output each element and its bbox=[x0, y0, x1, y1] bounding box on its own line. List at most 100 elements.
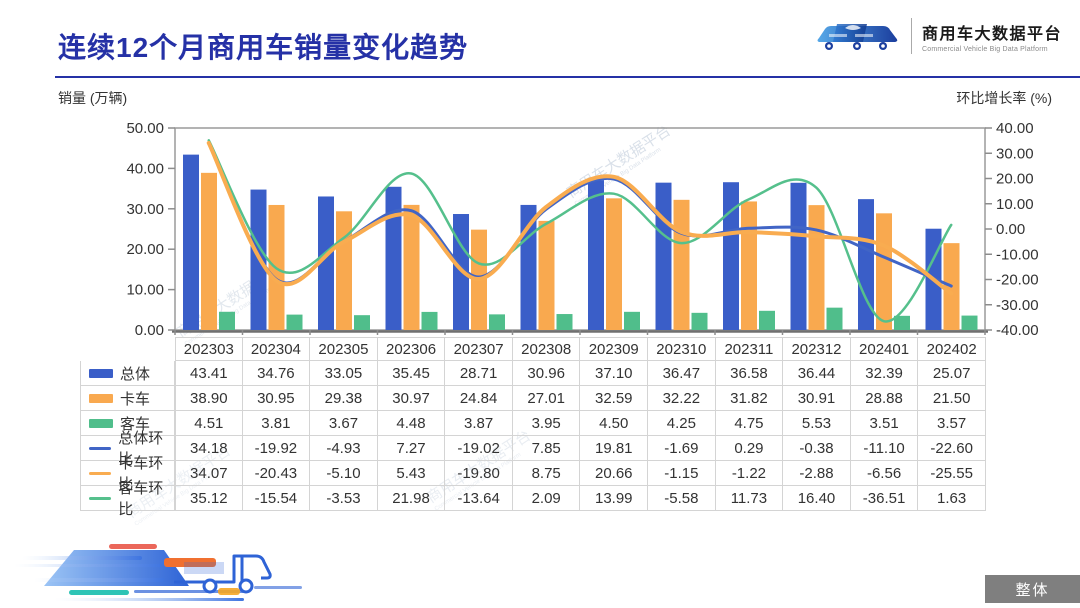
legend-cell: 卡车 bbox=[80, 386, 175, 411]
month-header-cell: 202307 bbox=[445, 337, 513, 361]
value-cell: -5.58 bbox=[648, 486, 716, 511]
svg-text:10.00: 10.00 bbox=[126, 282, 164, 299]
bar-客车-202402 bbox=[961, 315, 978, 330]
value-cell: 38.90 bbox=[175, 386, 243, 411]
bar-卡车-202312 bbox=[808, 205, 825, 330]
value-cell: 3.95 bbox=[512, 411, 581, 436]
value-cell: 5.53 bbox=[783, 411, 851, 436]
value-cell: 34.18 bbox=[175, 436, 243, 461]
legend-cell: 卡车环比 bbox=[80, 455, 175, 493]
month-header-cell: 202308 bbox=[512, 337, 581, 361]
bar-总体-202309 bbox=[588, 180, 604, 330]
value-cell: 34.76 bbox=[242, 361, 311, 386]
bar-客车-202310 bbox=[691, 312, 708, 330]
value-cell: -1.22 bbox=[715, 461, 784, 486]
svg-text:30.00: 30.00 bbox=[996, 145, 1034, 162]
value-cell: 36.44 bbox=[783, 361, 851, 386]
bar-客车-202306 bbox=[421, 311, 438, 330]
table-row-总体: 总体 43.41 34.76 33.05 35.45 28.71 30.96 37.10 36… bbox=[80, 361, 986, 386]
page-title: 连续12个月商用车销量变化趋势 bbox=[58, 32, 469, 63]
bar-总体-202310 bbox=[655, 182, 672, 330]
bar-卡车-202308 bbox=[538, 220, 555, 330]
value-cell: -1.69 bbox=[648, 436, 716, 461]
value-cell: 43.41 bbox=[175, 361, 243, 386]
brand-name-cn: 商用车大数据平台 bbox=[921, 25, 1062, 43]
value-cell: 29.38 bbox=[310, 386, 378, 411]
bar-卡车-202309 bbox=[606, 198, 622, 330]
svg-text:30.00: 30.00 bbox=[126, 201, 164, 218]
overall-tab-button[interactable]: 整体 bbox=[985, 575, 1080, 603]
value-cell: -22.60 bbox=[918, 436, 986, 461]
table-row-卡车环比: 卡车环比 34.07 -20.43 -5.10 5.43 -19.80 8.75 20.66… bbox=[80, 455, 986, 493]
data-table: 202303 202304 202305 202306 202307 202308 2023… bbox=[80, 337, 986, 518]
value-cell: -25.55 bbox=[918, 461, 986, 486]
table-row-卡车: 卡车 38.90 30.95 29.38 30.97 24.84 27.01 32.59 32… bbox=[80, 386, 986, 411]
svg-text:40.00: 40.00 bbox=[126, 160, 164, 177]
month-header-cell: 202310 bbox=[648, 337, 716, 361]
value-cell: -19.80 bbox=[445, 461, 513, 486]
bar-总体-202308 bbox=[520, 204, 537, 330]
svg-text:-20.00: -20.00 bbox=[996, 272, 1039, 289]
value-cell: 19.81 bbox=[580, 436, 649, 461]
legend-cell: 总体环比 bbox=[80, 430, 175, 468]
bar-卡车-202305 bbox=[336, 211, 352, 330]
series-label: 客车 bbox=[120, 415, 151, 433]
bar-客车-202309 bbox=[624, 311, 640, 330]
value-cell: 36.47 bbox=[648, 361, 716, 386]
value-cell: -5.10 bbox=[310, 461, 378, 486]
value-cell: 2.09 bbox=[512, 486, 581, 511]
bar-客车-202401 bbox=[894, 315, 910, 330]
bar-总体-202305 bbox=[318, 196, 334, 330]
bar-客车-202304 bbox=[286, 314, 303, 330]
logo-divider bbox=[910, 18, 912, 54]
legend-swatch-icon bbox=[89, 418, 113, 428]
series-label: 总体 bbox=[120, 365, 151, 383]
value-cell: 30.96 bbox=[512, 361, 581, 386]
value-cell: 3.87 bbox=[445, 411, 513, 436]
value-cell: 4.50 bbox=[580, 411, 649, 436]
bar-总体-202306 bbox=[385, 186, 402, 330]
series-label: 总体环比 bbox=[118, 430, 164, 468]
value-cell: 35.45 bbox=[377, 361, 446, 386]
value-cell: -20.43 bbox=[242, 461, 311, 486]
value-cell: -4.93 bbox=[310, 436, 378, 461]
value-cell: 31.82 bbox=[715, 386, 784, 411]
table-row-客车环比: 客车环比 35.12 -15.54 -3.53 21.98 -13.64 2.09 13.9… bbox=[80, 480, 986, 518]
bar-总体-202312 bbox=[790, 182, 807, 330]
left-axis-caption: 销量 (万辆) bbox=[58, 90, 128, 106]
value-cell: 8.75 bbox=[512, 461, 581, 486]
brand-logo: 商用车大数据平台 Commercial Vehicle Big Data Pla… bbox=[815, 16, 1062, 56]
svg-text:-30.00: -30.00 bbox=[996, 297, 1039, 314]
svg-text:10.00: 10.00 bbox=[996, 196, 1034, 213]
value-cell: -11.10 bbox=[850, 436, 919, 461]
value-cell: 28.88 bbox=[850, 386, 919, 411]
value-cell: 30.95 bbox=[242, 386, 311, 411]
legend-cell: 总体 bbox=[80, 361, 175, 386]
month-header-cell: 202309 bbox=[580, 337, 649, 361]
legend-cell: 客车环比 bbox=[80, 480, 175, 518]
value-cell: -36.51 bbox=[850, 486, 919, 511]
month-header-cell: 202306 bbox=[377, 337, 446, 361]
value-cell: -15.54 bbox=[242, 486, 311, 511]
value-cell: 7.85 bbox=[512, 436, 581, 461]
title-underline bbox=[55, 76, 1080, 78]
bar-总体-202303 bbox=[183, 154, 199, 330]
value-cell: 32.59 bbox=[580, 386, 649, 411]
value-cell: 5.43 bbox=[377, 461, 446, 486]
month-header-cell: 202303 bbox=[175, 337, 243, 361]
table-header-row: 202303 202304 202305 202306 202307 202308 2023… bbox=[80, 337, 986, 361]
bar-总体-202401 bbox=[858, 199, 874, 330]
table-row-总体环比: 总体环比 34.18 -19.92 -4.93 7.27 -19.02 7.85 19.81… bbox=[80, 430, 986, 468]
svg-text:40.00: 40.00 bbox=[996, 120, 1034, 137]
value-cell: 1.63 bbox=[918, 486, 986, 511]
legend-cell: 客车 bbox=[80, 411, 175, 436]
series-label: 卡车环比 bbox=[118, 455, 164, 493]
sales-trend-chart[interactable]: 0.00 10.00 20.00 30.00 40.00 50.00 40.00 30.00 2… bbox=[0, 100, 1080, 345]
value-cell: 24.84 bbox=[445, 386, 513, 411]
value-cell: -19.02 bbox=[445, 436, 513, 461]
bar-卡车-202311 bbox=[741, 201, 757, 330]
value-cell: 33.05 bbox=[310, 361, 378, 386]
speeding-truck-decoration bbox=[14, 544, 302, 601]
truck-logo-icon bbox=[817, 24, 898, 50]
